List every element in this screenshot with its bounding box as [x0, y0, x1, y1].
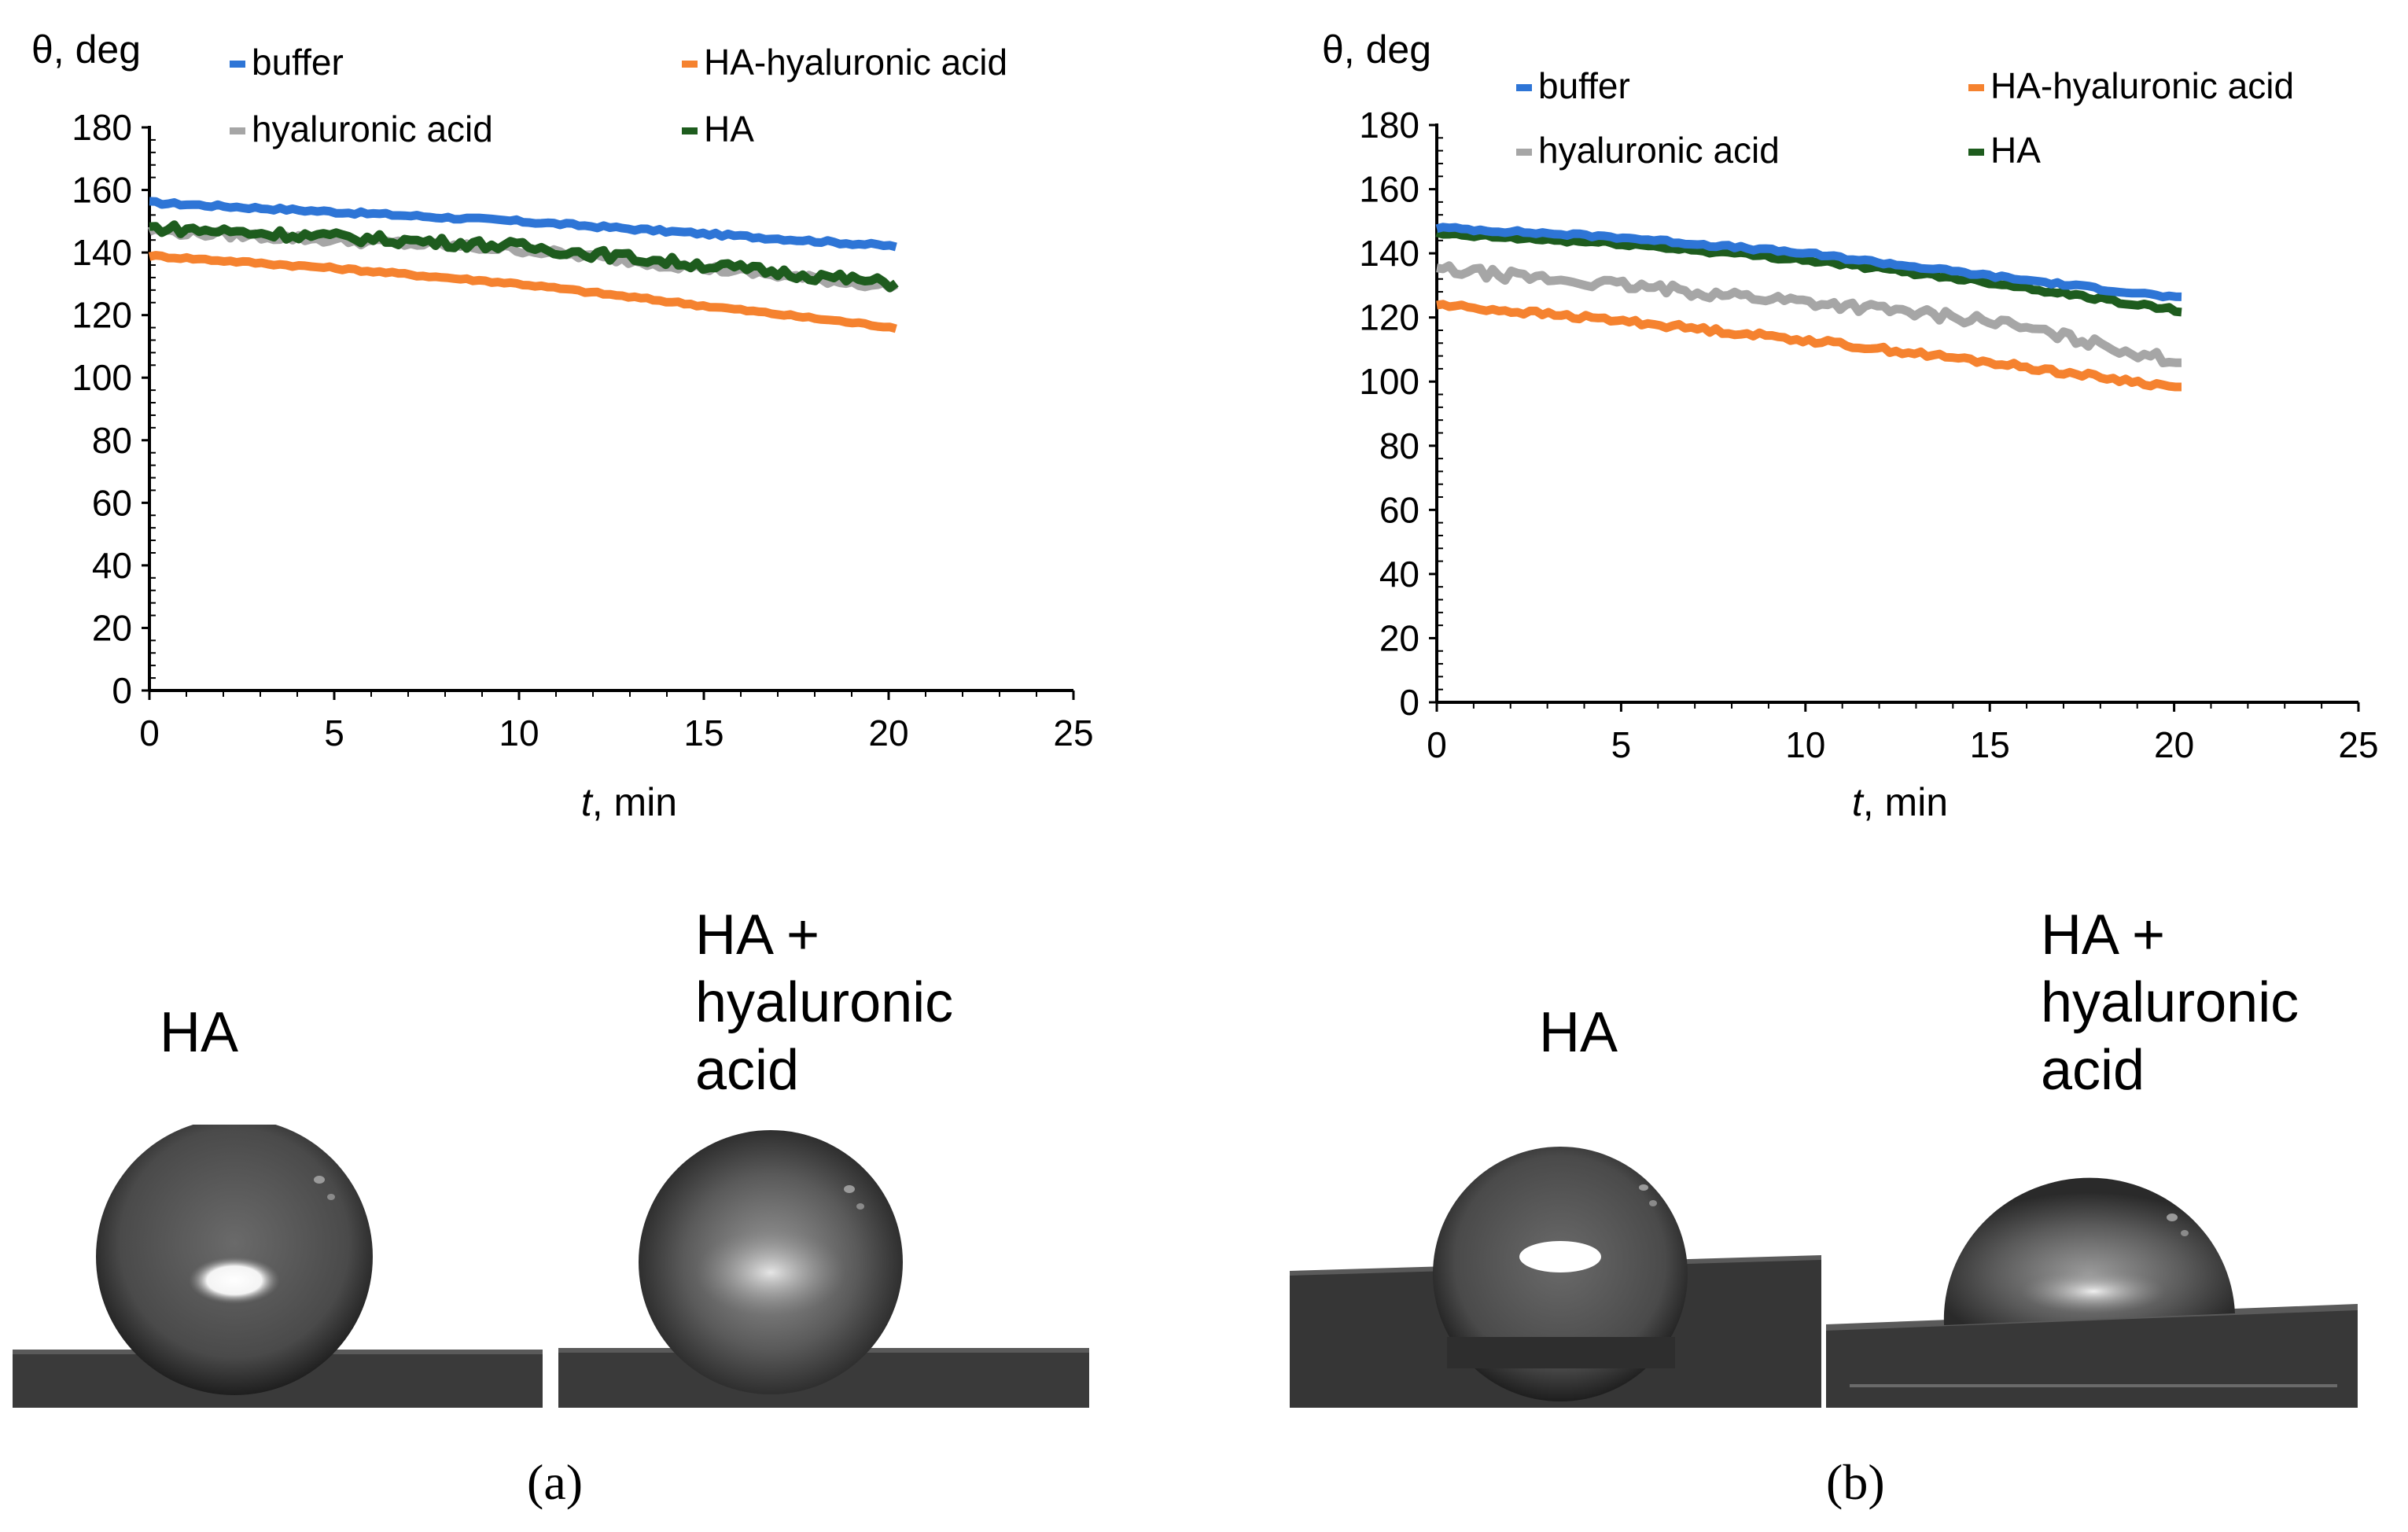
legend-swatch-hyaluronic-acid: [1516, 149, 1532, 156]
x-axis-title: t, min: [581, 780, 677, 824]
y-tick-label: 180: [1359, 105, 1419, 145]
series-layer: [1435, 223, 2182, 392]
y-tick-label: 20: [1379, 617, 1419, 658]
x-tick-label: 10: [499, 713, 539, 753]
legend-label-ha-hyaluronic-acid: HA-hyaluronic acid: [1990, 65, 2294, 106]
legend-label-buffer: buffer: [1538, 65, 1630, 106]
y-tick-label: 40: [1379, 554, 1419, 595]
chart-b: θ, deg 0 20 40 60 80 100 120 140 160 180 0 5 10 15 20 2…: [1322, 28, 2379, 824]
photo-label-ha-hyaluronic-b: HA + hyaluronic acid: [2041, 904, 2299, 1102]
y-axis-title: θ, deg: [31, 28, 141, 72]
y-tick-label: 160: [72, 170, 132, 211]
series-line-buffer: [149, 197, 897, 252]
y-tick-label: 0: [1399, 682, 1419, 723]
x-tick-label: 25: [2338, 724, 2378, 765]
legend-label-ha: HA: [1990, 130, 2041, 171]
x-tick-label: 20: [2154, 724, 2194, 765]
legend-swatch-ha-hyaluronic-acid: [682, 61, 698, 68]
y-tick-label: 140: [72, 232, 132, 273]
y-tick-label: 120: [1359, 297, 1419, 338]
x-tick-label: 10: [1785, 724, 1825, 765]
y-axis-title: θ, deg: [1322, 28, 1431, 72]
x-tick-label: 15: [1970, 724, 2010, 765]
x-tick-label: 5: [1611, 724, 1632, 765]
x-tick-label: 15: [683, 713, 724, 753]
legend-swatch-ha: [682, 127, 698, 134]
legend-swatch-buffer: [230, 61, 245, 68]
x-tick-label: 0: [139, 713, 160, 753]
series-layer: [147, 197, 899, 333]
legend-swatch-buffer: [1516, 84, 1532, 91]
legend-label-ha: HA: [704, 109, 754, 149]
chart-a: θ, deg 0 20 40 60 80 100 120 140 160 180 0 5 10 15 20 2…: [31, 28, 1094, 824]
droplet-photo-ha-b: [1290, 1125, 1821, 1408]
y-tick-label: 20: [92, 607, 132, 648]
droplet-photo-ha-hyaluronic-b: [1826, 1125, 2358, 1408]
legend-label-buffer: buffer: [252, 42, 344, 83]
legend-swatch-ha: [1968, 149, 1984, 156]
legend-swatch-ha-hyaluronic-acid: [1968, 84, 1984, 91]
y-tick-label: 120: [72, 295, 132, 336]
x-axis-title: t, min: [1852, 780, 1948, 824]
y-tick-label: 40: [92, 545, 132, 586]
legend-label-hyaluronic-acid: hyaluronic acid: [1538, 130, 1780, 171]
droplet-photo-ha-hyaluronic-a: [558, 1125, 1089, 1408]
droplet-photo-ha-a: [13, 1125, 543, 1408]
panel-label-a: (a): [527, 1454, 584, 1510]
x-tick-label: 0: [1427, 724, 1447, 765]
legend-swatch-hyaluronic-acid: [230, 127, 245, 134]
y-tick-label: 100: [72, 357, 132, 398]
panel-label-b: (b): [1826, 1454, 1885, 1510]
photo-label-ha-a: HA: [160, 1001, 239, 1064]
series-line-hyaluronic-acid: [1436, 261, 2182, 367]
series-line-ha: [149, 220, 899, 293]
y-tick-label: 160: [1359, 169, 1419, 210]
x-tick-label: 25: [1053, 713, 1093, 753]
photo-label-ha-b: HA: [1539, 1001, 1618, 1064]
y-tick-label: 0: [112, 670, 132, 711]
legend: buffer HA-hyaluronic acid hyaluronic acid H…: [1516, 65, 2294, 171]
y-tick-label: 60: [92, 482, 132, 523]
y-tick-label: 140: [1359, 233, 1419, 274]
y-tick-label: 60: [1379, 489, 1419, 530]
series-line-ha-hyaluronic-acid: [1436, 300, 2182, 392]
series-line-ha: [1435, 228, 2182, 317]
legend-label-hyaluronic-acid: hyaluronic acid: [252, 109, 493, 149]
y-tick-label: 100: [1359, 361, 1419, 402]
legend-label-ha-hyaluronic-acid: HA-hyaluronic acid: [704, 42, 1007, 83]
legend: buffer HA-hyaluronic acid hyaluronic acid H…: [230, 42, 1007, 149]
photo-label-ha-hyaluronic-a: HA + hyaluronic acid: [695, 904, 954, 1102]
x-tick-label: 20: [868, 713, 908, 753]
axes: 0 20 40 60 80 100 120 140 160 180 0 5 10 15 20 25: [1359, 105, 2378, 765]
y-tick-label: 80: [1379, 425, 1419, 466]
series-line-ha-hyaluronic-acid: [148, 251, 897, 333]
axes: 0 20 40 60 80 100 120 140 160 180 0 5 10 15 20 25: [72, 107, 1093, 753]
x-tick-label: 5: [324, 713, 344, 753]
series-line-buffer: [1435, 223, 2182, 302]
y-tick-label: 80: [92, 420, 132, 461]
y-tick-label: 180: [72, 107, 132, 148]
